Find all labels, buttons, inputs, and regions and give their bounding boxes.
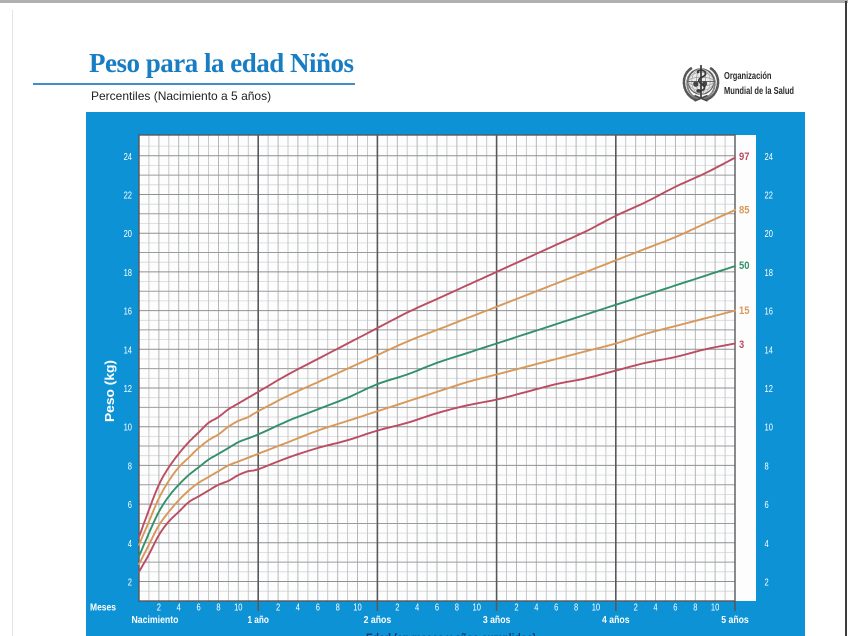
svg-text:Edad (en meses y años cumplido: Edad (en meses y años cumplidos) — [366, 631, 536, 636]
svg-text:20: 20 — [765, 229, 774, 240]
svg-text:2: 2 — [514, 603, 518, 614]
svg-text:12: 12 — [765, 384, 773, 395]
svg-text:4: 4 — [653, 603, 658, 614]
svg-text:22: 22 — [765, 191, 773, 202]
svg-text:6: 6 — [554, 603, 558, 614]
svg-text:15: 15 — [739, 305, 750, 317]
svg-text:10: 10 — [592, 603, 601, 614]
svg-text:14: 14 — [765, 345, 774, 356]
svg-text:2: 2 — [634, 603, 638, 614]
svg-text:3 años: 3 años — [483, 614, 511, 626]
svg-text:4: 4 — [415, 603, 420, 614]
svg-text:1 año: 1 año — [247, 614, 269, 626]
svg-text:Meses: Meses — [90, 603, 116, 614]
svg-text:50: 50 — [739, 260, 750, 272]
svg-text:14: 14 — [124, 345, 133, 356]
svg-text:2: 2 — [765, 578, 769, 589]
svg-text:8: 8 — [128, 461, 132, 472]
svg-text:5 años: 5 años — [721, 614, 749, 626]
svg-text:8: 8 — [574, 603, 578, 614]
svg-text:18: 18 — [124, 268, 132, 279]
svg-text:2: 2 — [128, 578, 132, 589]
svg-text:2: 2 — [276, 603, 280, 614]
svg-text:85: 85 — [739, 205, 750, 217]
svg-text:6: 6 — [197, 603, 201, 614]
svg-text:24: 24 — [765, 152, 774, 163]
svg-text:20: 20 — [124, 229, 133, 240]
svg-text:6: 6 — [673, 603, 677, 614]
svg-text:6: 6 — [128, 500, 132, 511]
svg-text:4 años: 4 años — [602, 614, 630, 626]
svg-text:3: 3 — [739, 339, 744, 351]
svg-text:97: 97 — [739, 151, 750, 163]
svg-text:10: 10 — [234, 603, 243, 614]
svg-text:10: 10 — [765, 423, 774, 434]
svg-text:4: 4 — [128, 539, 133, 550]
svg-text:4: 4 — [296, 603, 301, 614]
svg-text:8: 8 — [336, 603, 340, 614]
svg-text:10: 10 — [353, 603, 362, 614]
svg-text:4: 4 — [765, 539, 770, 550]
svg-text:2: 2 — [157, 603, 161, 614]
svg-text:Peso (kg): Peso (kg) — [102, 360, 117, 422]
svg-text:8: 8 — [216, 603, 220, 614]
svg-text:24: 24 — [124, 152, 133, 163]
svg-text:8: 8 — [455, 603, 459, 614]
svg-text:8: 8 — [765, 461, 769, 472]
svg-text:2: 2 — [395, 603, 399, 614]
svg-text:6: 6 — [435, 603, 439, 614]
svg-text:8: 8 — [693, 603, 697, 614]
svg-text:10: 10 — [711, 603, 720, 614]
svg-text:22: 22 — [124, 191, 132, 202]
svg-text:Nacimiento: Nacimiento — [132, 614, 179, 626]
svg-text:12: 12 — [124, 384, 132, 395]
svg-text:16: 16 — [765, 307, 773, 318]
svg-text:4: 4 — [534, 603, 539, 614]
svg-text:6: 6 — [765, 500, 769, 511]
svg-text:16: 16 — [124, 307, 132, 318]
svg-text:2 años: 2 años — [364, 614, 392, 626]
svg-text:6: 6 — [316, 603, 320, 614]
svg-text:18: 18 — [765, 268, 773, 279]
svg-text:4: 4 — [177, 603, 182, 614]
svg-text:10: 10 — [473, 603, 482, 614]
svg-text:10: 10 — [124, 423, 133, 434]
